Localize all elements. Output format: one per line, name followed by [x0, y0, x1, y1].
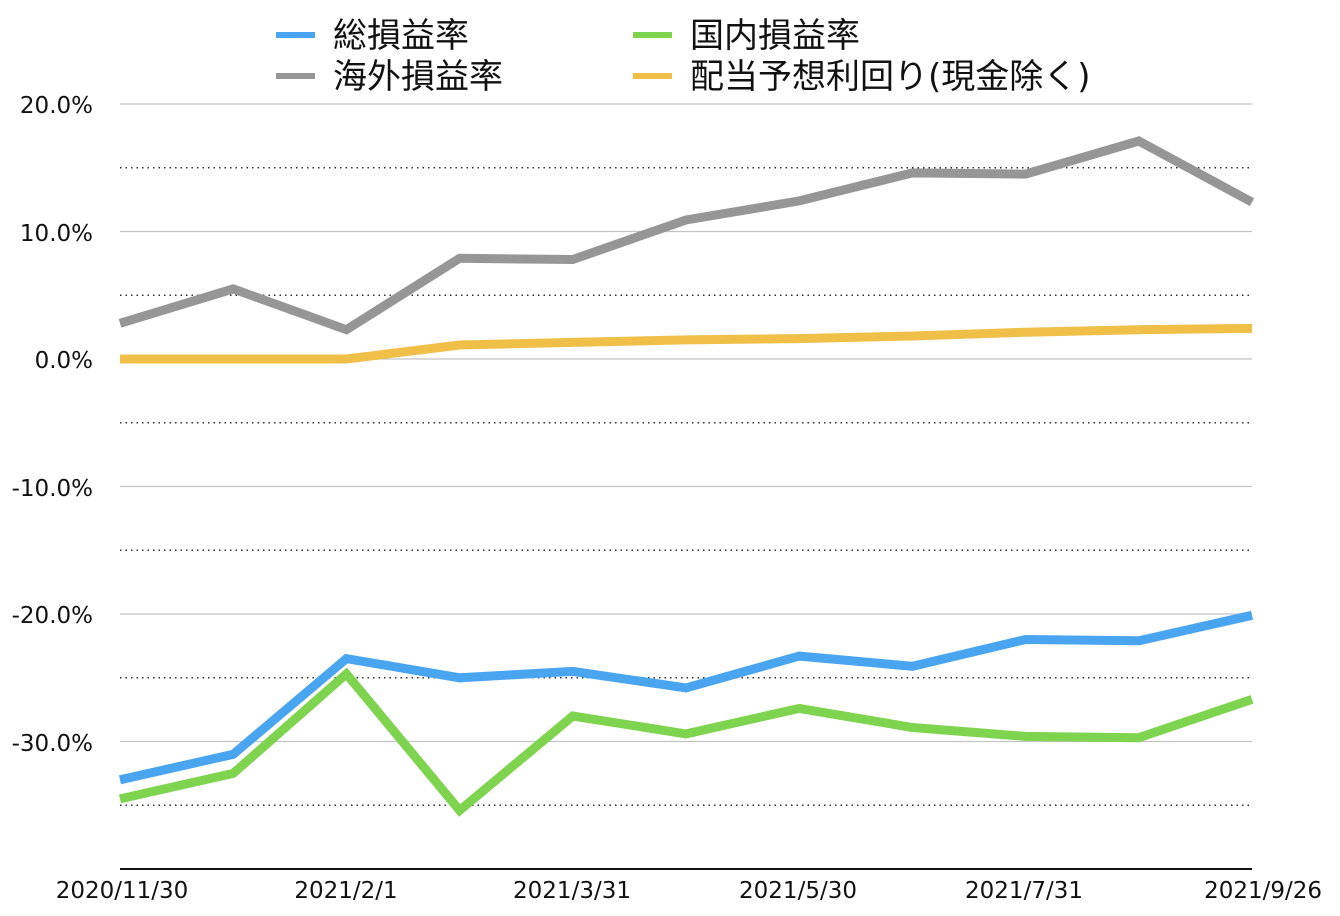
legend-label-overseas: 海外損益率	[333, 57, 503, 97]
y-axis-labels: 20.0% 10.0% 0.0% -10.0% -20.0% -30.0%	[12, 93, 93, 757]
y-tick-label: -20.0%	[12, 603, 93, 629]
legend-label-dividend: 配当予想利回り(現金除く)	[690, 57, 1091, 97]
x-tick-label: 2021/9/26	[1204, 878, 1322, 904]
legend-item-total: 総損益率	[276, 16, 469, 56]
x-tick-label: 2021/2/1	[294, 878, 397, 904]
x-tick-label: 2020/11/30	[56, 878, 189, 904]
legend-item-domestic: 国内損益率	[633, 16, 860, 56]
series-line-0	[119, 610, 1253, 785]
y-tick-label: -10.0%	[12, 476, 93, 502]
y-tick-label: 20.0%	[20, 93, 93, 119]
series-line-3	[120, 323, 1253, 364]
series-line-2	[118, 136, 1255, 335]
x-tick-label: 2021/5/30	[739, 878, 857, 904]
y-tick-label: 0.0%	[35, 348, 93, 374]
plot-area	[118, 136, 1255, 817]
legend-label-domestic: 国内損益率	[690, 16, 860, 56]
legend-label-total: 総損益率	[333, 16, 469, 56]
legend: 総損益率 国内損益率 海外損益率 配当予想利回り(現金除く)	[276, 16, 1091, 97]
legend-item-dividend: 配当予想利回り(現金除く)	[633, 57, 1091, 97]
legend-item-overseas: 海外損益率	[276, 57, 503, 97]
y-tick-label: 10.0%	[20, 221, 93, 247]
x-tick-label: 2021/3/31	[513, 878, 631, 904]
y-tick-label: -30.0%	[12, 731, 93, 757]
x-tick-label: 2021/7/31	[965, 878, 1083, 904]
series-line-1	[119, 667, 1254, 817]
x-axis-labels: 2020/11/30 2021/2/1 2021/3/31 2021/5/30 …	[56, 878, 1322, 904]
